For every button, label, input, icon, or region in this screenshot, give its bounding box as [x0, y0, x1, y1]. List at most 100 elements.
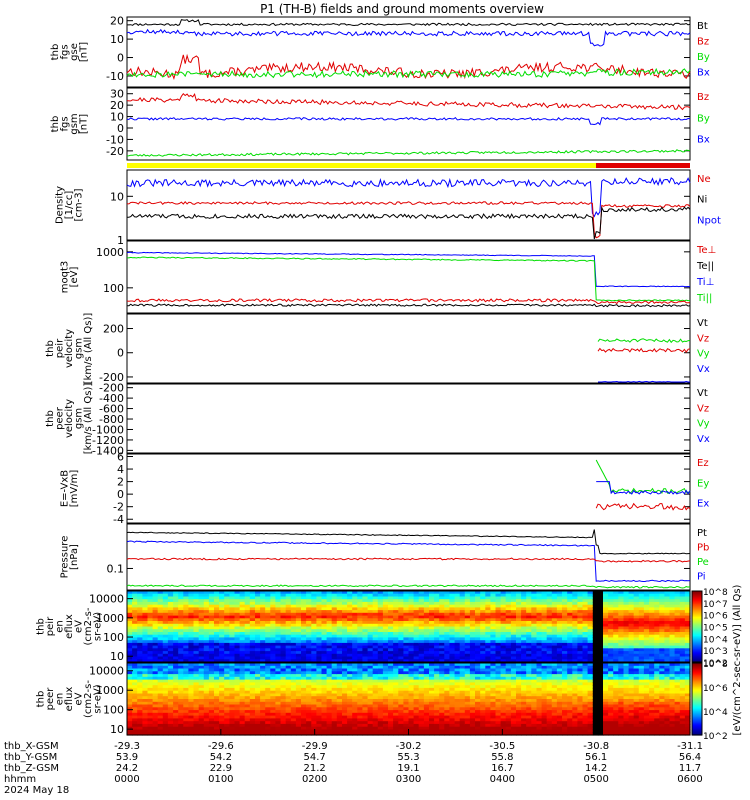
spectro-cell [577, 634, 584, 638]
spectro-cell [285, 710, 292, 714]
spectro-cell [669, 610, 676, 614]
spectro-cell [357, 690, 363, 695]
spectro-cell [219, 618, 225, 622]
spectro-cell [495, 618, 502, 622]
spectro-cell [162, 693, 169, 697]
spectro-cell [219, 599, 225, 603]
spectro-cell [377, 732, 384, 736]
spectro-cell [628, 612, 635, 617]
spectro-cell [475, 615, 481, 619]
spectro-cell [439, 618, 445, 622]
spectro-cell [603, 599, 609, 603]
spectro-cell [505, 637, 512, 641]
spectro-cell [152, 674, 159, 678]
spectro-cell [178, 712, 184, 717]
spectro-cell [306, 591, 312, 595]
spectro-cell [403, 632, 410, 636]
spectro-cell [152, 696, 159, 700]
spectro-cell [280, 612, 287, 617]
spectro-cell [367, 685, 374, 689]
spectro-cell [295, 729, 302, 733]
spectro-cell [643, 607, 650, 611]
spectro-cell [142, 687, 149, 692]
spectro-cell [398, 718, 404, 722]
spectro-cell [551, 593, 558, 597]
spectro-cell [521, 593, 527, 597]
spectro-cell [439, 665, 445, 670]
spectro-cell [638, 612, 645, 617]
spectro-cell [127, 682, 133, 686]
spectro-cell [290, 615, 297, 619]
spectro-cell [480, 618, 486, 622]
spectro-cell [490, 715, 497, 719]
spectro-cell [464, 651, 471, 655]
spectro-cell [664, 648, 671, 652]
spectro-cell [157, 599, 164, 603]
spectro-cell [208, 663, 215, 667]
spectro-cell [674, 645, 681, 649]
ylabel-line: gsm [69, 113, 80, 134]
spectro-cell [429, 712, 435, 717]
spectro-cell [429, 659, 435, 663]
spectro-cell [357, 715, 363, 719]
spectro-cell [331, 679, 338, 683]
spectro-cell [403, 615, 410, 619]
spectro-cell [167, 604, 174, 608]
spectro-cell [157, 715, 164, 719]
spectro-cell [352, 729, 358, 733]
spectro-cell [285, 699, 292, 703]
spectro-cell [290, 596, 297, 600]
spectro-cell [439, 674, 445, 678]
spectro-cell [224, 634, 230, 638]
spectro-cell [326, 718, 333, 722]
spectro-cell [603, 593, 609, 597]
spectro-cell [347, 707, 353, 711]
spectro-cell [454, 663, 461, 667]
spectro-cell [480, 710, 486, 714]
spectro-cell [464, 723, 471, 728]
spectro-cell [157, 690, 164, 695]
spectro-cell [485, 682, 491, 686]
spectro-cell [167, 668, 174, 672]
spectro-cell [244, 612, 251, 617]
spectro-cell [603, 618, 609, 622]
spectro-cell [546, 659, 553, 663]
spectro-cell [178, 607, 184, 611]
spectro-cell [290, 704, 297, 708]
spectro-cell [255, 679, 261, 683]
spectro-cell [208, 653, 215, 658]
spectro-cell [459, 615, 466, 619]
spectro-cell [434, 674, 440, 678]
spectro-cell [255, 682, 261, 686]
ylabel-line: gsm [74, 408, 85, 429]
spectro-cell [423, 626, 430, 630]
spectro-cell [587, 599, 594, 603]
spectro-cell [193, 676, 200, 681]
spectro-cell [265, 732, 271, 736]
spectro-cell [618, 626, 624, 630]
spectro-cell [162, 626, 169, 630]
spectro-cell [377, 715, 384, 719]
spectro-cell [132, 629, 138, 633]
spectro-cell [342, 593, 348, 597]
spectro-cell [203, 721, 210, 725]
spectro-cell [239, 626, 246, 630]
spectro-cell [372, 640, 379, 644]
spectro-cell [505, 607, 512, 611]
spectro-cell [188, 604, 195, 608]
spectro-cell [454, 701, 461, 706]
spectro-cell [475, 645, 481, 649]
spectro-cell [234, 593, 241, 597]
spectro-cell [388, 640, 394, 644]
spectro-cell [316, 665, 323, 670]
spectro-cell [454, 679, 461, 683]
spectro-cell [244, 601, 251, 606]
spectro-cell [398, 676, 404, 681]
spectro-cell [336, 610, 343, 614]
spectro-cell [290, 607, 297, 611]
spectro-cell [495, 696, 502, 700]
spectro-cell [224, 687, 230, 692]
spectro-cell [500, 601, 507, 606]
spectro-cell [295, 721, 302, 725]
spectro-cell [633, 591, 640, 595]
